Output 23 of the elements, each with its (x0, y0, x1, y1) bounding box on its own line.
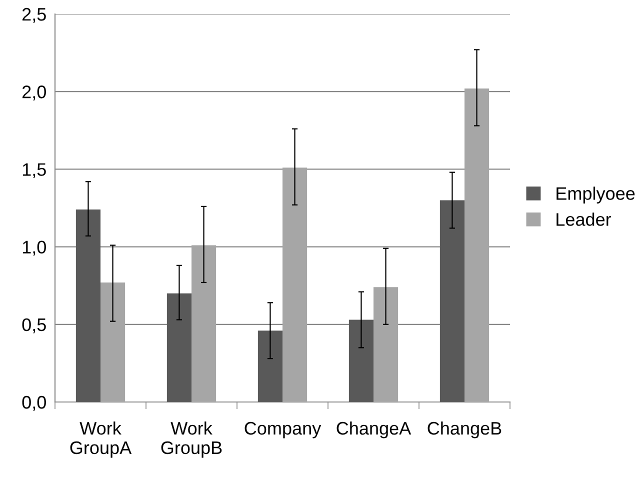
x-tick-label: Work GroupB (161, 421, 222, 458)
bar (100, 282, 126, 402)
bar (440, 200, 464, 402)
x-tick-label: ChangeA (336, 421, 412, 438)
y-tick-label: 1,0 (22, 240, 46, 256)
y-tick-label: 0,5 (22, 318, 46, 334)
bar (282, 168, 308, 402)
bar (348, 320, 374, 402)
x-tick-label: ChangeB (428, 421, 502, 438)
bar (374, 287, 398, 402)
legend-label: Emplyoee (556, 186, 635, 204)
bar (258, 330, 282, 402)
y-tick-label: 1,5 (22, 163, 46, 178)
y-tick-label: 0,0 (22, 396, 46, 411)
x-tick-label: Company (244, 422, 322, 438)
x-tick-label: Work GroupA (70, 421, 132, 458)
bar (192, 245, 216, 402)
y-tick-label: 2,5 (22, 8, 46, 23)
bar (76, 210, 100, 402)
y-tick-label: 2,0 (22, 86, 46, 100)
bar (464, 88, 490, 402)
bar (166, 293, 192, 402)
legend-label: Leader (556, 212, 612, 226)
